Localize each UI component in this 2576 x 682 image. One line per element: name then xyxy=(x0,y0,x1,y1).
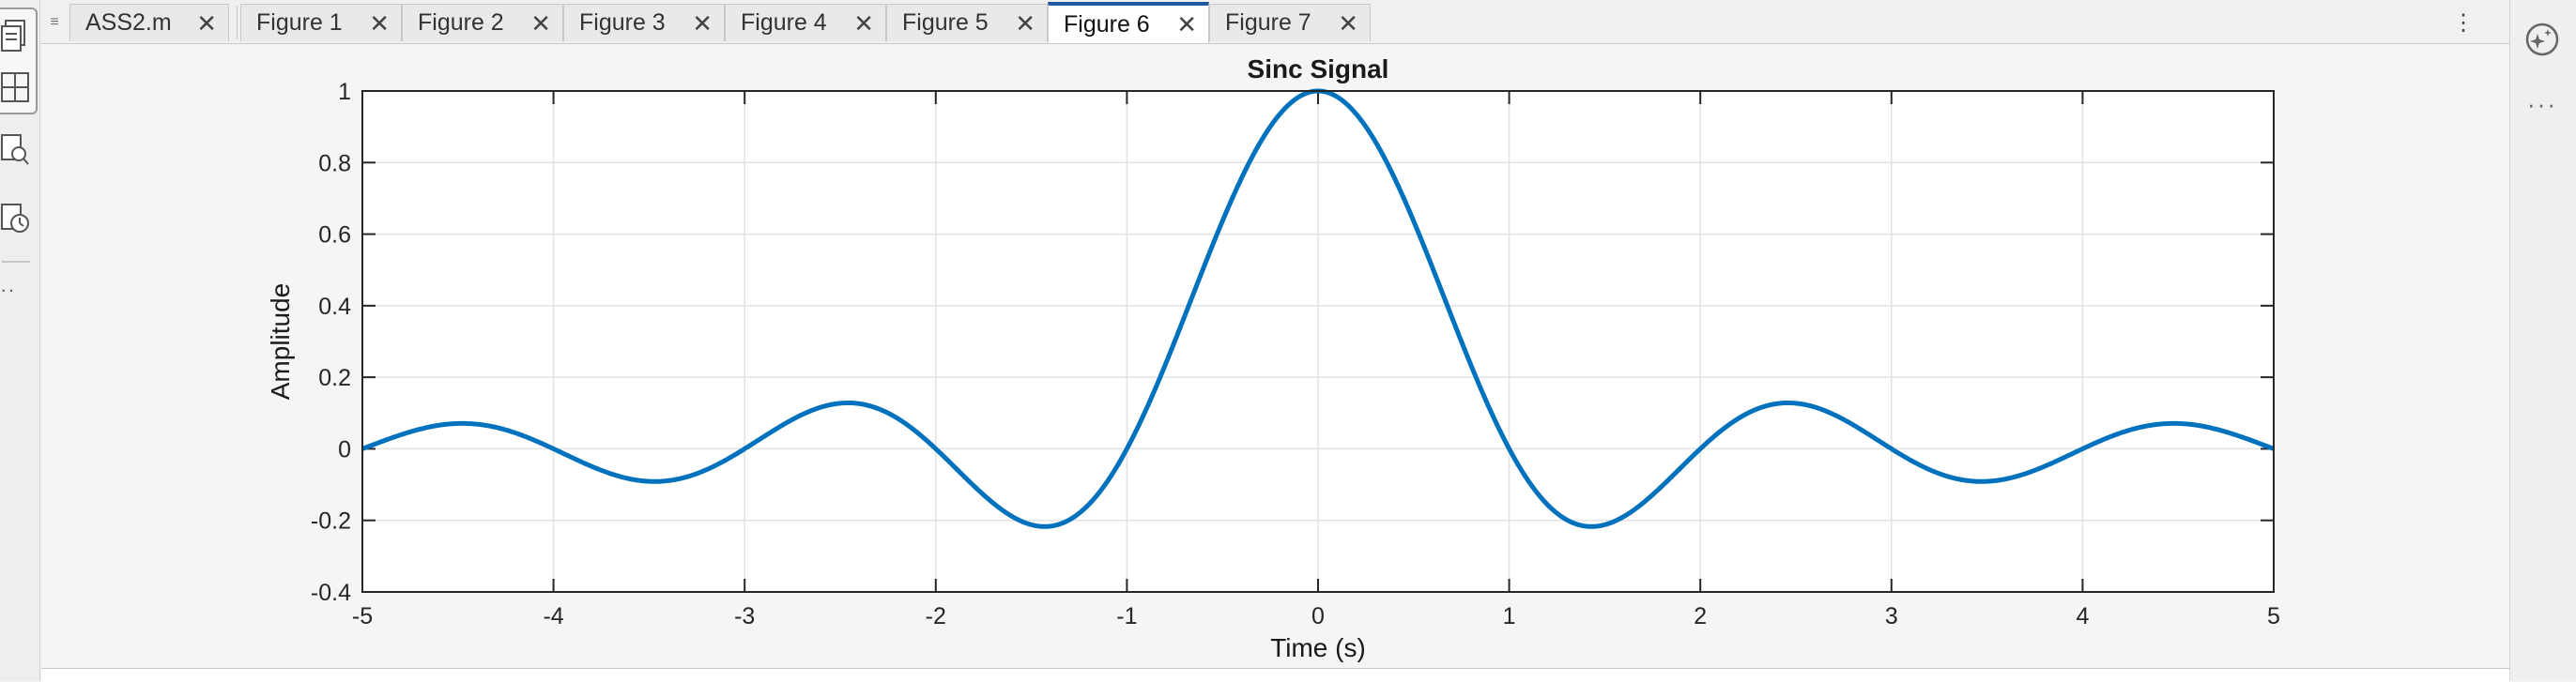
rail-divider xyxy=(2,261,30,263)
history-icon[interactable] xyxy=(0,201,32,238)
close-icon[interactable]: ✕ xyxy=(196,9,217,38)
grid-layout-icon[interactable] xyxy=(0,71,30,103)
x-tick-label: 0 xyxy=(1311,603,1325,629)
x-tick-label: -4 xyxy=(543,603,563,629)
y-axis-label: Amplitude xyxy=(266,283,295,401)
x-tick-label: 5 xyxy=(2267,603,2280,629)
tab-divider xyxy=(237,6,238,39)
tab-figure-1[interactable]: Figure 1 ✕ xyxy=(240,4,402,41)
y-tick-label: -0.4 xyxy=(311,580,351,606)
x-tick-label: 2 xyxy=(1694,603,1707,629)
y-tick-label: -0.2 xyxy=(311,508,351,535)
close-icon[interactable]: ✕ xyxy=(369,9,390,38)
tab-label: Figure 3 xyxy=(579,9,666,36)
tab-menu-grip-icon[interactable]: ≡ xyxy=(50,14,59,30)
tab-label: Figure 5 xyxy=(902,9,989,36)
x-tick-label: 3 xyxy=(1885,603,1898,629)
tab-figure-6[interactable]: Figure 6 ✕ xyxy=(1048,2,1209,43)
y-tick-label: 0.2 xyxy=(318,365,351,391)
x-tick-label: -3 xyxy=(734,603,755,629)
tab-figure-2[interactable]: Figure 2 ✕ xyxy=(402,4,563,41)
y-tick-label: 1 xyxy=(338,79,351,105)
close-icon[interactable]: ✕ xyxy=(530,9,551,38)
document-panel-icon[interactable] xyxy=(0,19,30,53)
x-tick-label: -5 xyxy=(352,603,373,629)
tab-label: Figure 4 xyxy=(741,9,827,36)
tab-label: Figure 7 xyxy=(1225,9,1311,36)
tab-label: ASS2.m xyxy=(85,9,172,36)
figure-canvas: -5 -4 -3 -2 -1 0 1 2 3 4 5 -0.4 -0.2 0 0.2 0.4 0.6 0.8 1 … xyxy=(41,44,2510,668)
y-tick-labels: -0.4 -0.2 0 0.2 0.4 0.6 0.8 1 xyxy=(311,79,351,606)
y-tick-label: 0.4 xyxy=(318,294,351,320)
chart-title: Sinc Signal xyxy=(1248,54,1389,83)
x-tick-label: 1 xyxy=(1503,603,1516,629)
copilot-icon[interactable] xyxy=(2523,21,2561,58)
tab-figure-5[interactable]: Figure 5 ✕ xyxy=(886,4,1048,41)
find-files-icon[interactable] xyxy=(0,131,30,169)
close-icon[interactable]: ✕ xyxy=(853,9,874,38)
right-toolstrip: ··· xyxy=(2509,0,2576,681)
document-tab-bar: ≡ ASS2.m ✕ Figure 1 ✕ Figure 2 ✕ Figure … xyxy=(41,0,2510,44)
close-icon[interactable]: ✕ xyxy=(1338,9,1358,38)
y-tick-label: 0.8 xyxy=(318,150,351,176)
close-icon[interactable]: ✕ xyxy=(1176,10,1197,38)
sinc-plot[interactable]: -5 -4 -3 -2 -1 0 1 2 3 4 5 -0.4-0.200.20.40.60.81 … xyxy=(41,44,2510,668)
y-tick-label: 0 xyxy=(338,436,351,462)
tab-figure-7[interactable]: Figure 7 ✕ xyxy=(1209,4,1371,41)
x-axis-label: Time (s) xyxy=(1270,633,1366,662)
figure-window: ≡ ASS2.m ✕ Figure 1 ✕ Figure 2 ✕ Figure … xyxy=(41,0,2510,682)
x-tick-label: -1 xyxy=(1116,603,1137,629)
axes-box xyxy=(361,90,2275,593)
y-tick-label: 0.6 xyxy=(318,222,351,249)
tab-figure-4[interactable]: Figure 4 ✕ xyxy=(725,4,886,41)
left-toolstrip: ·· xyxy=(0,0,40,681)
tab-label: Figure 2 xyxy=(418,9,504,36)
more-tools-icon[interactable]: ·· xyxy=(0,278,16,301)
tab-ass2-m[interactable]: ASS2.m ✕ xyxy=(69,4,229,41)
close-icon[interactable]: ✕ xyxy=(692,9,713,38)
x-tick-label: 4 xyxy=(2076,603,2089,629)
close-icon[interactable]: ✕ xyxy=(1015,9,1035,38)
x-tick-label: -2 xyxy=(926,603,946,629)
tab-figure-3[interactable]: Figure 3 ✕ xyxy=(563,4,725,41)
tab-label: Figure 1 xyxy=(256,9,343,36)
tab-options-icon[interactable]: ⋮ xyxy=(2452,10,2475,36)
view-switcher xyxy=(0,8,38,114)
tab-label: Figure 6 xyxy=(1064,10,1150,38)
x-tick-labels: -5 -4 -3 -2 -1 0 1 2 3 4 5 xyxy=(352,603,2280,629)
status-strip xyxy=(41,668,2510,682)
more-options-icon[interactable]: ··· xyxy=(2527,90,2557,118)
